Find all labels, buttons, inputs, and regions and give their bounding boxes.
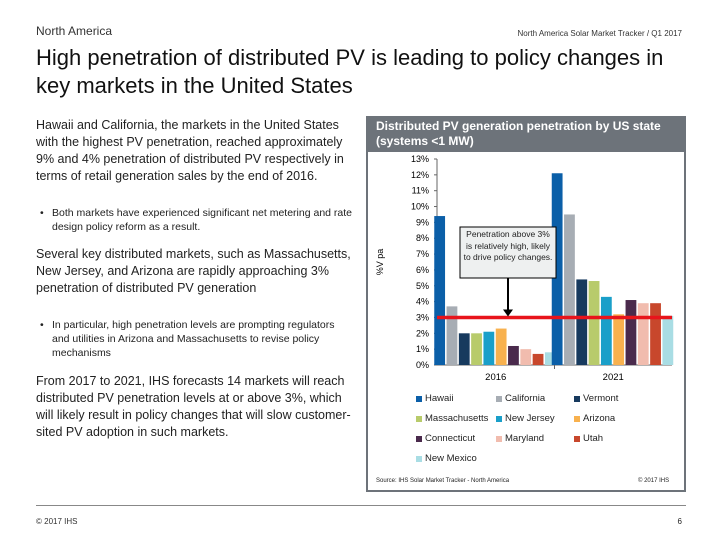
annotation-text: Penetration above 3% is relatively high,… — [463, 229, 553, 262]
legend-label: Massachusetts — [425, 413, 489, 424]
legend-item: California — [496, 393, 574, 404]
legend-label: Hawaii — [425, 393, 454, 404]
bullet-1: Both markets have experienced significan… — [40, 206, 352, 234]
page-title: High penetration of distributed PV is le… — [36, 45, 664, 98]
y-tick-label: 9% — [416, 217, 429, 227]
legend-label: Arizona — [583, 413, 616, 424]
bar-hawaii-2016 — [434, 216, 446, 365]
y-tick-label: 8% — [416, 233, 429, 243]
legend-swatch — [574, 415, 580, 422]
bar-california-2021 — [564, 214, 575, 365]
legend-item: Hawaii — [416, 393, 496, 404]
y-tick-label: 0% — [416, 360, 429, 370]
legend-label: California — [505, 393, 546, 404]
bar-arizona-2021 — [613, 314, 625, 365]
legend-swatch — [416, 455, 422, 462]
bar-vermont-2016 — [458, 333, 470, 365]
y-tick-label: 3% — [416, 312, 429, 322]
bar-connecticut-2021 — [625, 300, 637, 365]
legend-item: New Jersey — [496, 413, 574, 424]
page-number: 6 — [677, 517, 682, 526]
legend-swatch — [574, 395, 580, 402]
legend-label: Vermont — [583, 393, 619, 404]
y-tick-label: 13% — [411, 154, 429, 164]
bar-new-jersey-2016 — [483, 331, 495, 365]
bar-maryland-2021 — [637, 303, 649, 365]
bar-massachusetts-2016 — [471, 333, 482, 365]
bar-utah-2021 — [650, 303, 661, 365]
legend-swatch — [416, 435, 422, 442]
chart-panel — [366, 116, 686, 492]
paragraph-3: From 2017 to 2021, IHS forecasts 14 mark… — [36, 374, 351, 439]
footer-copyright: © 2017 IHS — [36, 517, 78, 526]
y-tick-label: 12% — [411, 170, 429, 180]
y-tick-label: 10% — [411, 202, 429, 212]
bar-hawaii-2021 — [551, 173, 563, 365]
legend-item: Arizona — [574, 413, 664, 424]
bar-new-jersey-2021 — [600, 296, 612, 365]
bar-california-2016 — [446, 306, 458, 365]
legend-item: Vermont — [574, 393, 664, 404]
bar-massachusetts-2021 — [588, 281, 600, 365]
bar-maryland-2016 — [520, 349, 532, 365]
y-axis-label: %V pa — [375, 249, 385, 276]
annotation-box — [459, 226, 557, 279]
x-tick-label: 2021 — [603, 372, 624, 383]
y-tick-label: 2% — [416, 328, 429, 338]
legend-item: New Mexico — [416, 453, 496, 464]
source-note: Source: IHS Solar Market Tracker - North… — [376, 478, 510, 484]
annotation-text-wrap: Penetration above 3% is relatively high,… — [463, 229, 553, 262]
bar-vermont-2021 — [576, 279, 588, 365]
bullet-2: In particular, high penetration levels a… — [40, 318, 352, 360]
legend-swatch — [496, 435, 502, 442]
arrow-head — [503, 309, 513, 317]
bar-connecticut-2016 — [508, 345, 519, 365]
legend-label: New Mexico — [425, 453, 477, 464]
y-tick-label: 11% — [412, 186, 429, 196]
report-name: North America Solar Market Tracker / Q1 … — [517, 29, 682, 38]
legend-item: Utah — [574, 433, 664, 444]
bar-utah-2016 — [532, 353, 544, 365]
paragraph-1: Hawaii and California, the markets in th… — [36, 118, 344, 183]
legend-swatch — [496, 395, 502, 402]
legend-swatch — [416, 395, 422, 402]
legend-label: Maryland — [505, 433, 545, 444]
paragraph-2: Several key distributed markets, such as… — [36, 247, 351, 295]
legend-swatch — [574, 435, 580, 442]
legend-label: New Jersey — [505, 413, 555, 424]
footer-divider — [36, 505, 686, 506]
legend-label: Utah — [583, 433, 604, 444]
x-tick-label: 2016 — [485, 372, 506, 383]
y-tick-label: 1% — [416, 344, 429, 354]
legend-swatch — [416, 415, 422, 422]
legend-item: Massachusetts — [416, 413, 496, 424]
chart-copyright: © 2017 IHS — [638, 478, 670, 484]
y-tick-label: 6% — [416, 265, 429, 275]
legend-item: Connecticut — [416, 433, 496, 444]
y-tick-label: 7% — [416, 249, 429, 259]
legend-label: Connecticut — [425, 433, 476, 444]
bar-new-mexico-2016 — [544, 352, 556, 365]
legend-swatch — [496, 415, 502, 422]
y-tick-label: 5% — [416, 281, 429, 291]
bar-arizona-2016 — [495, 328, 507, 365]
region-label: North America — [36, 24, 113, 38]
legend-item: Maryland — [496, 433, 574, 444]
chart-title: Distributed PV generation penetration by… — [366, 116, 686, 152]
legend: Hawaii California Vermont Massachusetts New … — [416, 393, 686, 464]
bar-new-mexico-2021 — [662, 315, 674, 365]
y-tick-label: 4% — [416, 297, 429, 307]
